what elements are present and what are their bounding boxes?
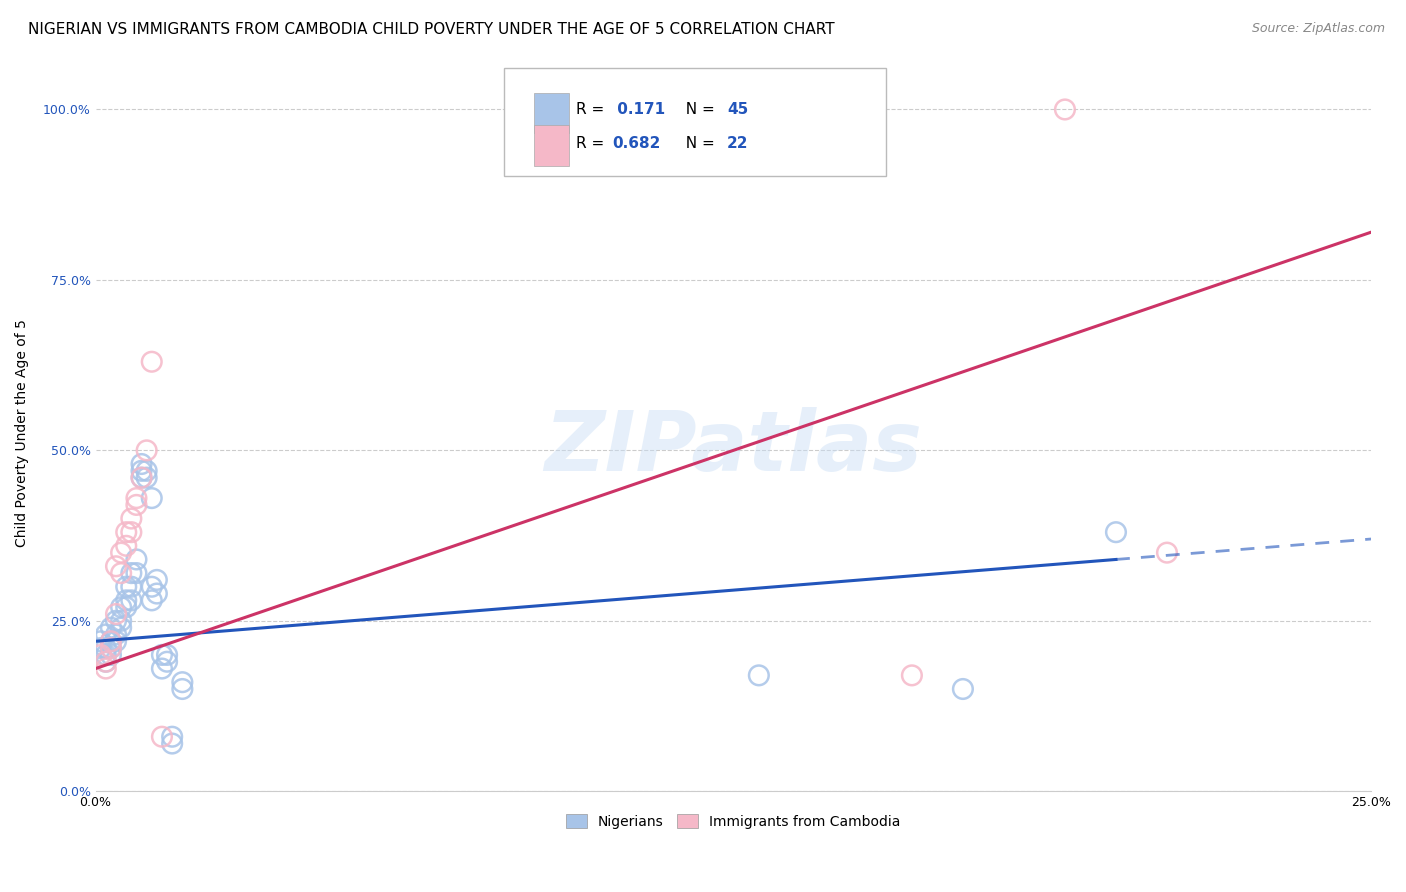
Point [105,627,128,641]
Point [131,464,153,478]
Point [156,648,179,662]
Point [100,634,122,648]
Point [131,470,153,484]
Point [100,648,122,662]
Legend: Nigerians, Immigrants from Cambodia: Nigerians, Immigrants from Cambodia [561,808,907,834]
Point [125,498,148,512]
Point [160,737,183,751]
FancyBboxPatch shape [503,68,886,176]
Point [150,661,173,675]
Point [94,648,117,662]
Point [748,668,770,682]
Point [105,634,128,648]
Point [100,641,122,656]
Point [141,593,163,607]
Point [100,641,122,656]
Text: 0.682: 0.682 [612,136,661,151]
Point [952,681,974,696]
Text: N =: N = [676,103,720,117]
Point [131,470,153,484]
Text: R =: R = [576,136,610,151]
Point [100,634,122,648]
Point [146,586,169,600]
Point [125,552,148,566]
Point [120,566,142,580]
Point [160,730,183,744]
Point [120,580,142,594]
Point [110,600,132,615]
Point [120,525,142,540]
Point [115,593,138,607]
Point [135,443,157,458]
Text: 45: 45 [727,103,748,117]
Point [125,566,148,580]
Point [94,661,117,675]
Point [150,730,173,744]
Point [110,546,132,560]
FancyBboxPatch shape [534,125,569,166]
Point [90,634,112,648]
Text: R =: R = [576,103,610,117]
Point [131,457,153,471]
Point [120,511,142,525]
Point [94,641,117,656]
Point [156,655,179,669]
Text: ZIPatlas: ZIPatlas [544,407,922,488]
Point [100,621,122,635]
Text: Source: ZipAtlas.com: Source: ZipAtlas.com [1251,22,1385,36]
Point [115,525,138,540]
Point [141,491,163,505]
Point [172,681,194,696]
Text: N =: N = [676,136,720,151]
Point [105,614,128,628]
Point [115,580,138,594]
Point [141,580,163,594]
Point [146,573,169,587]
Point [135,464,157,478]
Point [135,470,157,484]
Point [105,559,128,574]
Point [1156,546,1178,560]
Point [141,355,163,369]
Point [125,491,148,505]
Point [120,593,142,607]
Point [115,600,138,615]
Point [901,668,924,682]
Text: 0.171: 0.171 [612,103,665,117]
Point [105,607,128,621]
Text: NIGERIAN VS IMMIGRANTS FROM CAMBODIA CHILD POVERTY UNDER THE AGE OF 5 CORRELATIO: NIGERIAN VS IMMIGRANTS FROM CAMBODIA CHI… [28,22,835,37]
FancyBboxPatch shape [534,93,569,134]
Point [1105,525,1128,540]
Text: 22: 22 [727,136,748,151]
Point [90,648,112,662]
Point [115,539,138,553]
Point [94,655,117,669]
Point [150,648,173,662]
Point [90,641,112,656]
Point [172,675,194,690]
Y-axis label: Child Poverty Under the Age of 5: Child Poverty Under the Age of 5 [15,319,30,548]
Point [110,621,132,635]
Point [110,566,132,580]
Point [1053,103,1076,117]
Point [110,614,132,628]
Point [94,655,117,669]
Point [94,627,117,641]
